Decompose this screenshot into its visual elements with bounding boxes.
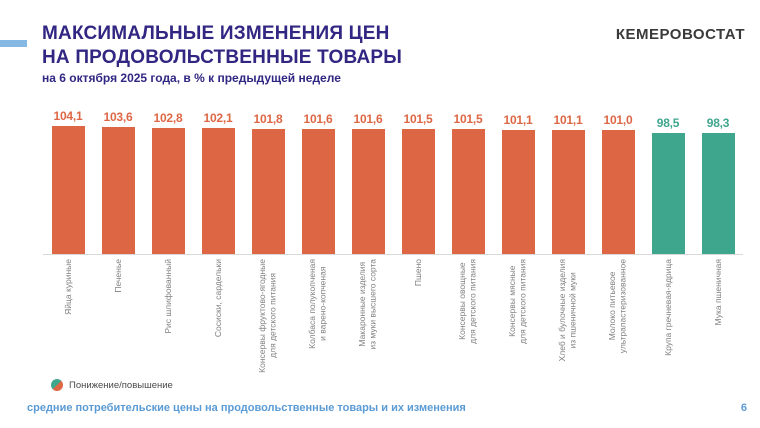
- chart-plot-area: 104,1 103,6 102,8 102,1 101,8 101,6 101,6 101,5…: [43, 105, 743, 255]
- category-cell: Консервы мясные для детского питания: [493, 259, 543, 391]
- category-cell: Колбаса полукопченая и варено-копченая: [293, 259, 343, 391]
- category-label: Макаронные изделия из муки высшего сорта: [357, 259, 378, 350]
- category-cell: Пшено: [393, 259, 443, 391]
- category-cell: Молоко питьевое ультрапастеризованное: [593, 259, 643, 391]
- chart-category-axis: Яйца куриные Печенье Рис шлифованный Сосиск…: [43, 259, 743, 391]
- page-title-line1: МАКСИМАЛЬНЫЕ ИЗМЕНЕНИЯ ЦЕН: [42, 23, 390, 44]
- category-cell: Сосиски, сардельки: [193, 259, 243, 391]
- bar-group: 103,6: [93, 110, 143, 254]
- bar-value-label: 101,0: [603, 113, 633, 127]
- bar-value-label: 101,6: [353, 112, 383, 126]
- bar-value-label: 102,8: [153, 111, 183, 125]
- brand-logo-text: КЕМЕРОВОСТАТ: [615, 26, 745, 43]
- bar: [401, 129, 435, 254]
- bar-value-label: 101,1: [553, 113, 583, 127]
- page-title: МАКСИМАЛЬНЫЕ ИЗМЕНЕНИЯ ЦЕН НА ПРОДОВОЛЬС…: [42, 22, 402, 70]
- category-label: Хлеб и булочные изделия из пшеничной мук…: [557, 259, 578, 362]
- category-cell: Макаронные изделия из муки высшего сорта: [343, 259, 393, 391]
- page-title-line2: НА ПРОДОВОЛЬСТВЕННЫЕ ТОВАРЫ: [42, 46, 403, 68]
- bar-group: 98,3: [693, 116, 743, 254]
- bar-group: 102,1: [193, 111, 243, 254]
- bar-group: 101,6: [343, 112, 393, 254]
- bar-chart: 104,1 103,6 102,8 102,1 101,8 101,6 101,6 101,5…: [43, 105, 743, 391]
- bar-group: 102,8: [143, 111, 193, 254]
- category-label: Рис шлифованный: [162, 259, 173, 334]
- category-label: Крупа гречневая-ядрица: [662, 259, 673, 356]
- category-cell: Печенье: [93, 259, 143, 391]
- category-cell: Консервы овощные для детского питания: [443, 259, 493, 391]
- bar-group: 104,1: [43, 109, 93, 254]
- category-label: Колбаса полукопченая и варено-копченая: [307, 259, 328, 349]
- category-cell: Консервы фруктово-ягодные для детского п…: [243, 259, 293, 391]
- category-label: Яйца куриные: [62, 259, 73, 315]
- bar-value-label: 98,5: [656, 116, 680, 130]
- category-cell: Яйца куриные: [43, 259, 93, 391]
- footer-caption: средние потребительские цены на продовол…: [27, 402, 466, 414]
- bar: [651, 133, 685, 254]
- bar: [601, 130, 635, 254]
- category-label: Консервы мясные для детского питания: [507, 259, 528, 344]
- bar-group: 101,5: [393, 112, 443, 254]
- category-label: Консервы овощные для детского питания: [457, 259, 478, 344]
- bar: [351, 129, 385, 254]
- bar-group: 101,1: [493, 113, 543, 254]
- bar: [451, 129, 485, 254]
- chart-legend: Понижение/повышение: [51, 379, 173, 391]
- bar-value-label: 101,5: [403, 112, 433, 126]
- bar: [701, 133, 735, 254]
- bar-group: 101,0: [593, 113, 643, 254]
- bar-value-label: 104,1: [53, 109, 83, 123]
- bar-group: 101,5: [443, 112, 493, 254]
- category-cell: Рис шлифованный: [143, 259, 193, 391]
- category-label: Молоко питьевое ультрапастеризованное: [607, 259, 628, 354]
- category-cell: Крупа гречневая-ядрица: [643, 259, 693, 391]
- bar-group: 101,8: [243, 112, 293, 254]
- category-cell: Мука пшеничная: [693, 259, 743, 391]
- legend-label: Понижение/повышение: [69, 379, 173, 391]
- page-subtitle: на 6 октября 2025 года, в % к предыдущей…: [42, 71, 341, 85]
- bar: [151, 128, 185, 254]
- category-label: Мука пшеничная: [712, 259, 723, 326]
- category-label: Консервы фруктово-ягодные для детского п…: [257, 259, 278, 373]
- bar: [551, 130, 585, 254]
- bar-value-label: 101,6: [303, 112, 333, 126]
- bar: [301, 129, 335, 254]
- bar-value-label: 102,1: [203, 111, 233, 125]
- category-cell: Хлеб и булочные изделия из пшеничной мук…: [543, 259, 593, 391]
- bar-group: 98,5: [643, 116, 693, 254]
- bar-value-label: 101,5: [453, 112, 483, 126]
- bar: [501, 130, 535, 254]
- bar-group: 101,6: [293, 112, 343, 254]
- bar: [101, 127, 135, 254]
- bar-value-label: 101,1: [503, 113, 533, 127]
- bar: [201, 128, 235, 254]
- bar: [251, 129, 285, 254]
- bar-value-label: 103,6: [103, 110, 133, 124]
- page-number: 6: [740, 402, 747, 414]
- category-label: Пшено: [412, 259, 423, 287]
- accent-dash: [0, 40, 27, 47]
- legend-split-circle-icon: [51, 379, 63, 391]
- category-label: Сосиски, сардельки: [212, 259, 223, 338]
- bar-value-label: 101,8: [253, 112, 283, 126]
- bar-value-label: 98,3: [706, 116, 730, 130]
- bar-group: 101,1: [543, 113, 593, 254]
- bar: [51, 126, 85, 254]
- category-label: Печенье: [112, 259, 123, 293]
